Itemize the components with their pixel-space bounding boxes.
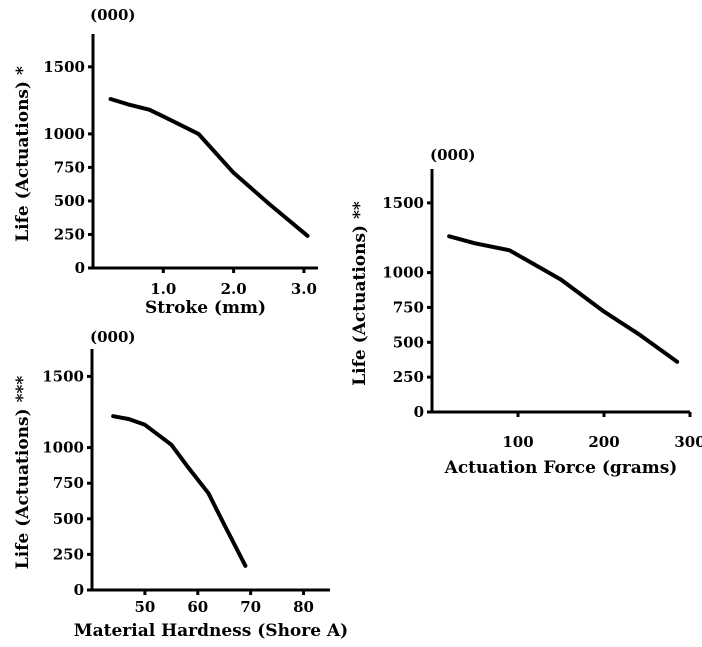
- data-point: [206, 491, 211, 495]
- data-point: [196, 132, 201, 136]
- life-curve-line: [111, 414, 248, 568]
- x-axis-label: Material Hardness (Shore A): [74, 621, 348, 641]
- y-tick-label: 500: [53, 510, 84, 528]
- y-tick-label: 1500: [42, 367, 84, 385]
- y-tick-label: 250: [54, 225, 85, 243]
- data-point: [111, 414, 115, 419]
- data-point: [636, 332, 641, 336]
- data-point: [222, 522, 227, 527]
- data-point: [602, 309, 606, 314]
- data-point: [127, 417, 131, 421]
- y-tick-label: 1500: [43, 58, 85, 76]
- y-axis-label: Life (Actuations) *: [13, 66, 33, 242]
- x-tick-label: 200: [588, 433, 619, 451]
- y-tick-label: 750: [54, 158, 85, 176]
- y-tick-label: 0: [414, 403, 424, 421]
- y-tick-label: 250: [53, 545, 84, 563]
- data-point: [447, 234, 452, 239]
- y-tick-label: 1000: [382, 264, 424, 282]
- data-point: [143, 422, 147, 427]
- y-tick-label: 1000: [42, 439, 84, 457]
- y-tick-label: 750: [53, 474, 84, 492]
- x-tick-label: 2.0: [221, 280, 247, 298]
- y-tick-label: 0: [74, 581, 84, 599]
- y-tick-label: 0: [75, 259, 85, 277]
- data-point: [126, 102, 130, 107]
- data-point: [108, 97, 113, 101]
- x-tick-label: 60: [187, 598, 208, 616]
- y-tick-label: 750: [393, 298, 424, 316]
- data-point: [305, 234, 310, 238]
- y-tick-label: 500: [54, 192, 85, 210]
- data-point: [266, 201, 271, 206]
- x-tick-label: 3.0: [291, 280, 317, 298]
- y-tick-label: 500: [393, 333, 424, 351]
- x-axis-label: Actuation Force (grams): [444, 458, 678, 478]
- data-point: [675, 360, 679, 364]
- data-point: [507, 248, 512, 253]
- data-point: [231, 170, 236, 175]
- life-curve-line: [108, 97, 310, 238]
- y-tick-label: 250: [393, 368, 424, 386]
- y-axis-label: Life (Actuations) ***: [13, 376, 33, 570]
- x-tick-label: 70: [240, 598, 261, 616]
- x-tick-label: 100: [502, 433, 533, 451]
- data-point: [147, 107, 152, 112]
- x-tick-label: 50: [134, 598, 155, 616]
- data-point: [559, 277, 563, 282]
- x-tick-label: 1.0: [150, 280, 176, 298]
- data-point: [243, 563, 248, 568]
- chart-title: (000): [430, 146, 476, 164]
- data-point: [169, 442, 174, 447]
- data-point: [524, 258, 529, 262]
- y-tick-label: 1000: [43, 125, 85, 143]
- y-axis-label: Life (Actuations) **: [350, 201, 370, 386]
- x-axis-label: Stroke (mm): [145, 298, 266, 318]
- chart-title: (000): [90, 328, 136, 346]
- data-point: [185, 464, 189, 468]
- y-tick-label: 1500: [382, 194, 424, 212]
- chart-title: (000): [90, 6, 136, 24]
- x-tick-label: 300: [674, 433, 702, 451]
- data-point: [473, 241, 477, 246]
- life-curve-line: [447, 234, 680, 364]
- x-tick-label: 80: [293, 598, 314, 616]
- data-point: [161, 114, 166, 119]
